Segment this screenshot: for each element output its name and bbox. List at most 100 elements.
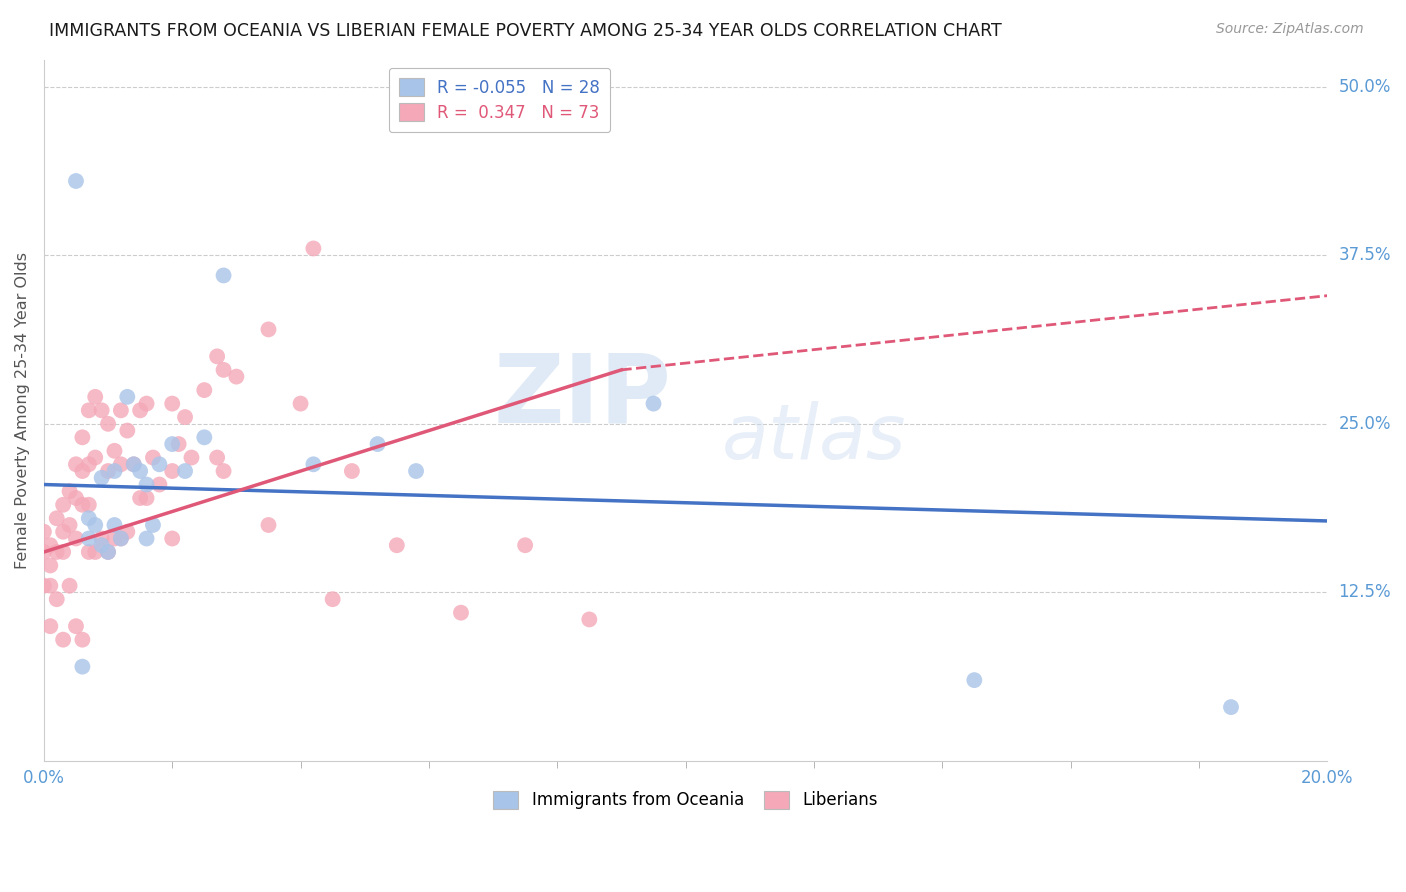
Point xyxy=(148,458,170,472)
Point xyxy=(117,424,139,438)
Point xyxy=(117,390,139,404)
Point xyxy=(160,437,183,451)
Point xyxy=(84,390,107,404)
Point xyxy=(122,458,145,472)
Point xyxy=(58,518,80,533)
Point xyxy=(174,410,197,425)
Point xyxy=(39,558,62,573)
Point xyxy=(52,545,75,559)
Point xyxy=(385,538,408,552)
Point xyxy=(193,383,215,397)
Point xyxy=(257,322,280,336)
Point xyxy=(72,659,94,673)
Point xyxy=(129,403,152,417)
Text: IMMIGRANTS FROM OCEANIA VS LIBERIAN FEMALE POVERTY AMONG 25-34 YEAR OLDS CORRELA: IMMIGRANTS FROM OCEANIA VS LIBERIAN FEMA… xyxy=(49,22,1002,40)
Point xyxy=(135,477,157,491)
Point xyxy=(39,619,62,633)
Point xyxy=(405,464,427,478)
Y-axis label: Female Poverty Among 25-34 Year Olds: Female Poverty Among 25-34 Year Olds xyxy=(15,252,30,569)
Point xyxy=(65,174,87,188)
Text: 25.0%: 25.0% xyxy=(1339,415,1391,433)
Point xyxy=(39,579,62,593)
Point xyxy=(290,396,312,410)
Point xyxy=(225,369,247,384)
Point xyxy=(77,545,100,559)
Point xyxy=(117,524,139,539)
Point xyxy=(110,403,132,417)
Point xyxy=(65,458,87,472)
Point xyxy=(32,545,55,559)
Point xyxy=(110,532,132,546)
Point xyxy=(340,464,363,478)
Point xyxy=(135,532,157,546)
Point xyxy=(142,518,165,533)
Point xyxy=(103,443,125,458)
Point xyxy=(180,450,202,465)
Point xyxy=(52,498,75,512)
Point xyxy=(65,532,87,546)
Point xyxy=(135,491,157,505)
Point xyxy=(515,538,537,552)
Point xyxy=(302,458,325,472)
Point xyxy=(77,458,100,472)
Point xyxy=(77,532,100,546)
Point xyxy=(160,464,183,478)
Point xyxy=(122,458,145,472)
Point xyxy=(90,403,112,417)
Legend: Immigrants from Oceania, Liberians: Immigrants from Oceania, Liberians xyxy=(486,784,884,816)
Text: 12.5%: 12.5% xyxy=(1339,583,1391,601)
Point xyxy=(205,350,228,364)
Point xyxy=(97,464,120,478)
Point xyxy=(148,477,170,491)
Point xyxy=(97,545,120,559)
Point xyxy=(72,498,94,512)
Point xyxy=(450,606,472,620)
Point xyxy=(45,511,67,525)
Point xyxy=(58,484,80,499)
Text: Source: ZipAtlas.com: Source: ZipAtlas.com xyxy=(1216,22,1364,37)
Text: 50.0%: 50.0% xyxy=(1339,78,1391,95)
Text: atlas: atlas xyxy=(721,401,905,475)
Point xyxy=(90,538,112,552)
Point xyxy=(77,511,100,525)
Point xyxy=(52,632,75,647)
Point xyxy=(174,464,197,478)
Point xyxy=(72,632,94,647)
Point xyxy=(193,430,215,444)
Point xyxy=(97,417,120,431)
Point xyxy=(205,450,228,465)
Point xyxy=(97,545,120,559)
Point xyxy=(32,579,55,593)
Point xyxy=(72,430,94,444)
Point xyxy=(110,532,132,546)
Point xyxy=(45,592,67,607)
Point xyxy=(84,518,107,533)
Point xyxy=(135,396,157,410)
Point xyxy=(160,396,183,410)
Point xyxy=(90,532,112,546)
Point xyxy=(65,619,87,633)
Point xyxy=(84,545,107,559)
Point xyxy=(212,363,235,377)
Point xyxy=(72,464,94,478)
Point xyxy=(1220,700,1243,714)
Point xyxy=(129,491,152,505)
Point xyxy=(32,524,55,539)
Point xyxy=(58,579,80,593)
Point xyxy=(142,450,165,465)
Point xyxy=(84,450,107,465)
Point xyxy=(103,532,125,546)
Point xyxy=(302,242,325,256)
Point xyxy=(212,464,235,478)
Point xyxy=(643,396,665,410)
Point xyxy=(963,673,986,687)
Point xyxy=(578,612,600,626)
Point xyxy=(52,524,75,539)
Point xyxy=(129,464,152,478)
Point xyxy=(77,498,100,512)
Point xyxy=(167,437,190,451)
Point xyxy=(65,491,87,505)
Text: ZIP: ZIP xyxy=(494,350,672,442)
Point xyxy=(77,403,100,417)
Point xyxy=(110,458,132,472)
